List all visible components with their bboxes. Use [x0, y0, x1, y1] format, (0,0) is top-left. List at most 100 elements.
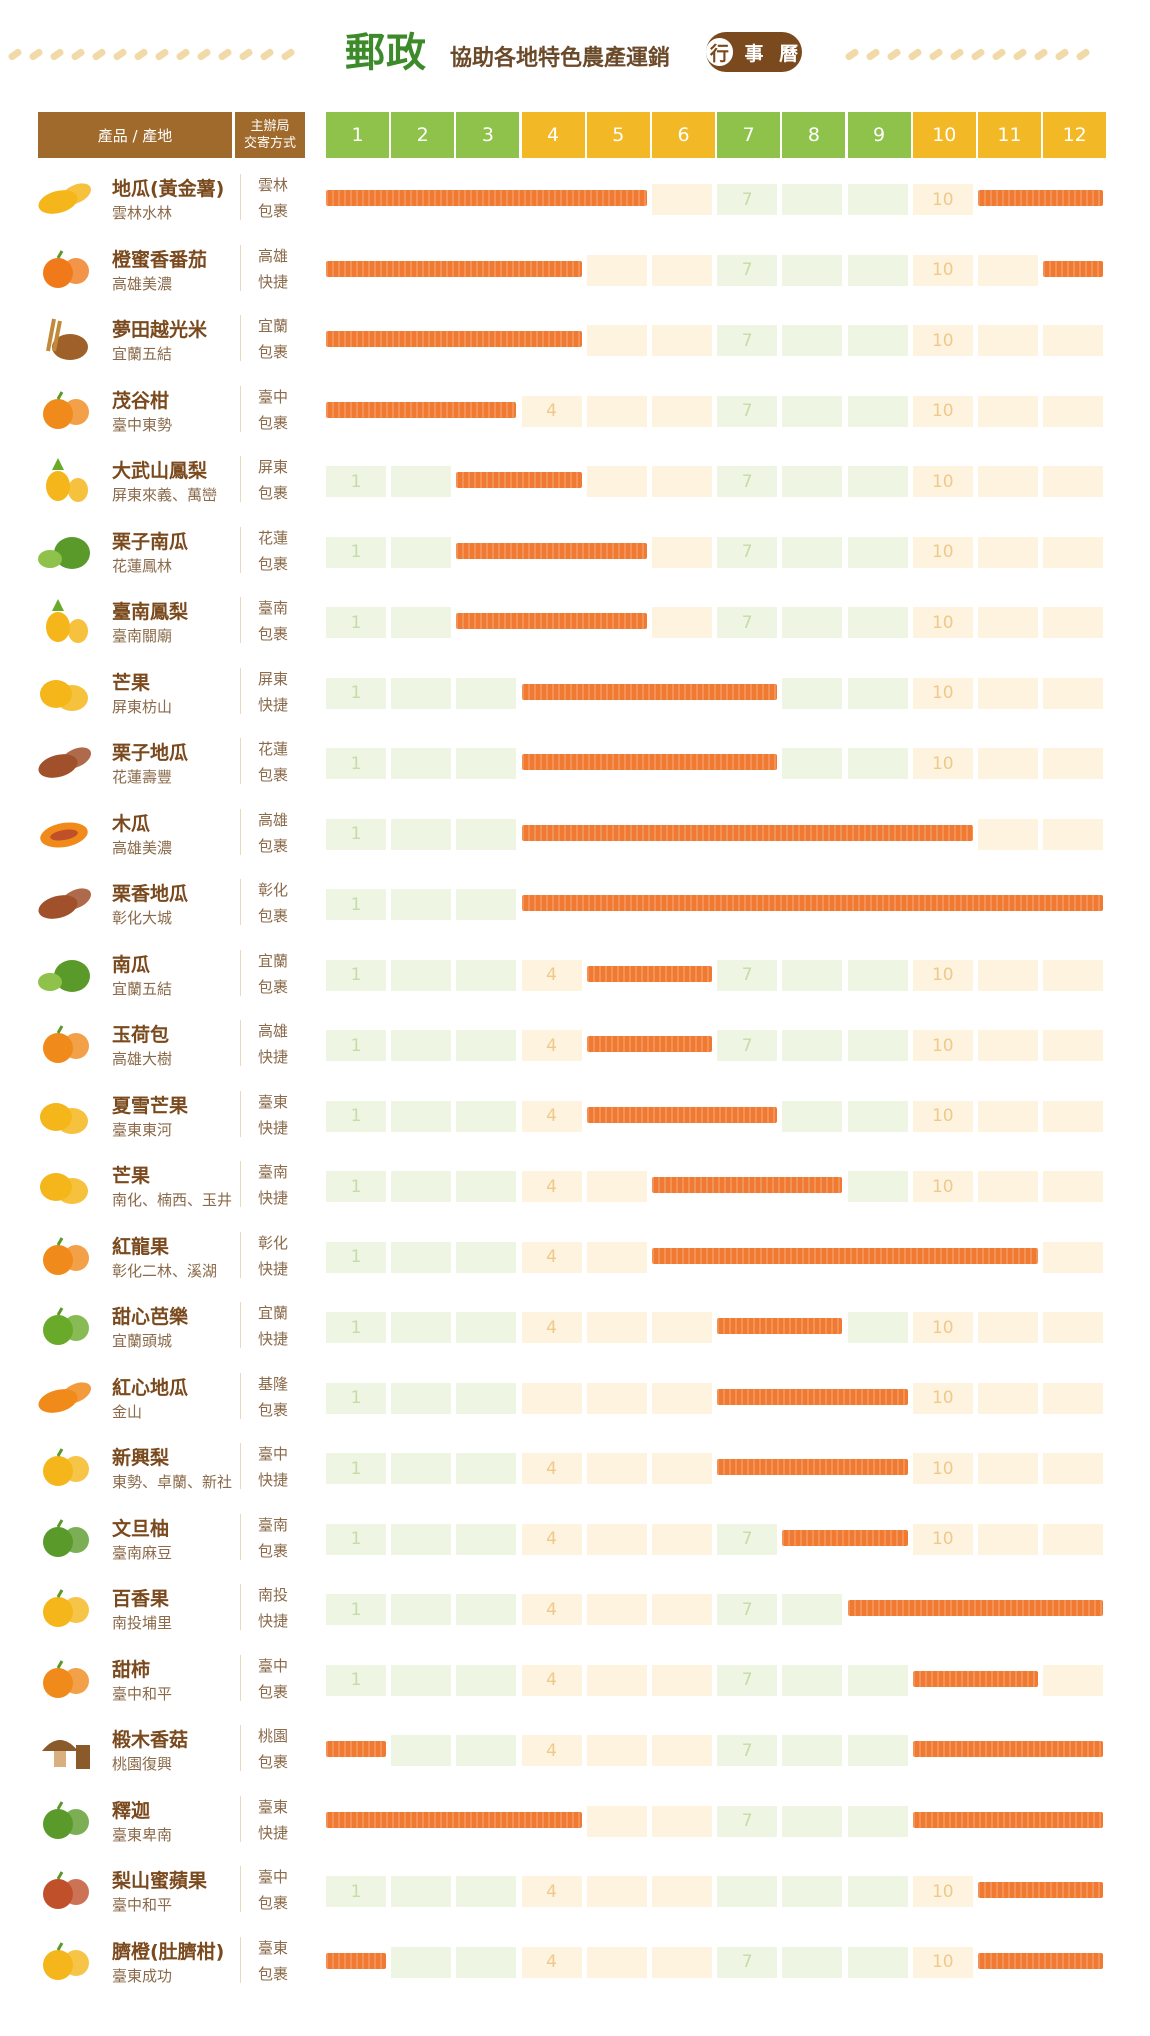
table-row: 梨山蜜蘋果 臺中和平 臺中 包裹 1 4 10 [0, 1854, 1150, 1924]
season-bar [912, 1811, 1104, 1828]
month-cell [652, 1453, 712, 1484]
month-cell [652, 466, 712, 497]
month-cell [978, 748, 1038, 779]
product-name: 橙蜜香番茄 [112, 248, 208, 271]
mango-icon [40, 1173, 88, 1204]
month-cell [391, 1664, 452, 1696]
month-cell [847, 959, 908, 991]
month-cell [978, 1453, 1038, 1484]
month-cell [586, 1735, 647, 1766]
month-cell [847, 1735, 908, 1766]
month-cell [391, 1735, 452, 1766]
post-office: 屏東 [258, 669, 289, 688]
product-origin: 臺東成功 [112, 1966, 173, 1985]
table-row: 大武山鳳梨 屏東來義、萬巒 屏東 包裹 1 7 10 [0, 444, 1150, 514]
month-cell [978, 1523, 1038, 1555]
product-origin: 高雄美濃 [112, 838, 173, 857]
product-name: 臍橙(肚臍柑) [112, 1940, 225, 1963]
month-cell [978, 959, 1038, 991]
row-divider [240, 738, 241, 784]
product-name: 栗子南瓜 [112, 530, 189, 553]
shipping-method: 快捷 [258, 695, 289, 714]
month-cell: 4 [521, 1312, 582, 1343]
row-divider [240, 597, 241, 643]
product-icon-cell [36, 1796, 96, 1844]
product-name: 甜心芭樂 [112, 1306, 189, 1328]
month-cell [456, 1523, 517, 1555]
row-divider [240, 1513, 241, 1560]
month-cell [586, 1664, 647, 1696]
shipping-method: 快捷 [258, 1189, 289, 1207]
month-cell [391, 889, 452, 920]
post-office: 臺東 [258, 1938, 289, 1957]
row-divider [240, 1443, 241, 1489]
product-name: 甜柿 [112, 1658, 151, 1681]
month-header-3: 3 [456, 112, 520, 158]
product-icon-cell [36, 738, 96, 786]
shipping-method: 快捷 [258, 1823, 289, 1842]
season-bar [912, 1670, 1038, 1687]
product-name: 紅心地瓜 [112, 1376, 189, 1399]
month-cell [521, 1382, 582, 1414]
season-bar [782, 1529, 908, 1546]
month-cell [847, 1100, 908, 1132]
month-cell [652, 1876, 712, 1907]
product-icon-cell [36, 174, 96, 222]
row-divider [240, 808, 241, 855]
month-cell [652, 1664, 712, 1696]
month-cell [1043, 1664, 1104, 1696]
season-bar [326, 1952, 386, 1969]
post-office: 臺中 [258, 1656, 289, 1675]
month-cell [1043, 959, 1104, 991]
month-cell [847, 1946, 908, 1978]
month-cell [391, 677, 452, 709]
month-cell: 1 [326, 1876, 386, 1907]
month-cell [847, 1805, 908, 1837]
shipping-method: 包裹 [258, 1400, 289, 1419]
row-divider [240, 1725, 241, 1771]
month-cell [391, 1100, 452, 1132]
post-office: 南投 [258, 1586, 289, 1604]
month-cell [847, 466, 908, 497]
product-origin: 東勢、卓蘭、新社 [112, 1473, 233, 1491]
month-header-8: 8 [782, 112, 846, 158]
product-origin: 金山 [112, 1402, 143, 1421]
product-icon-cell [36, 1091, 96, 1139]
row-divider [240, 1584, 241, 1630]
month-cell [456, 889, 517, 920]
month-cell [586, 1594, 647, 1625]
month-cell: 1 [326, 889, 386, 920]
month-cell [1043, 466, 1104, 497]
shipping-method: 包裹 [258, 554, 289, 573]
shipping-method: 快捷 [258, 1330, 289, 1348]
pineapple-icon [46, 458, 88, 502]
month-cell [652, 1523, 712, 1555]
sweet-potato-icon [38, 183, 91, 214]
month-cell [1043, 395, 1104, 427]
month-cell: 7 [717, 959, 778, 991]
month-cell: 7 [717, 1594, 778, 1625]
product-icon-cell [36, 597, 96, 645]
month-cell: 4 [521, 1946, 582, 1978]
month-cell: 1 [326, 959, 386, 991]
month-cell: 7 [717, 184, 778, 215]
shipping-method: 包裹 [258, 1894, 289, 1912]
month-cell [1043, 325, 1104, 356]
post-office: 高雄 [258, 810, 289, 829]
month-cell [847, 536, 908, 568]
month-cell [1043, 1100, 1104, 1132]
month-cell [1043, 1241, 1104, 1273]
product-origin: 宜蘭頭城 [112, 1332, 173, 1350]
column-header-method: 主辦局 交寄方式 [235, 112, 305, 158]
month-cell: 1 [326, 748, 386, 779]
season-bar [521, 754, 778, 770]
product-name: 茂谷柑 [112, 389, 170, 412]
season-bar [978, 1882, 1104, 1898]
shipping-method: 快捷 [258, 1118, 289, 1137]
month-cell [391, 818, 452, 850]
product-name: 夢田越光米 [112, 319, 208, 341]
month-cell [847, 1171, 908, 1202]
pumpkin-icon [38, 536, 90, 569]
season-bar [847, 1600, 1104, 1616]
month-cell [586, 1453, 647, 1484]
